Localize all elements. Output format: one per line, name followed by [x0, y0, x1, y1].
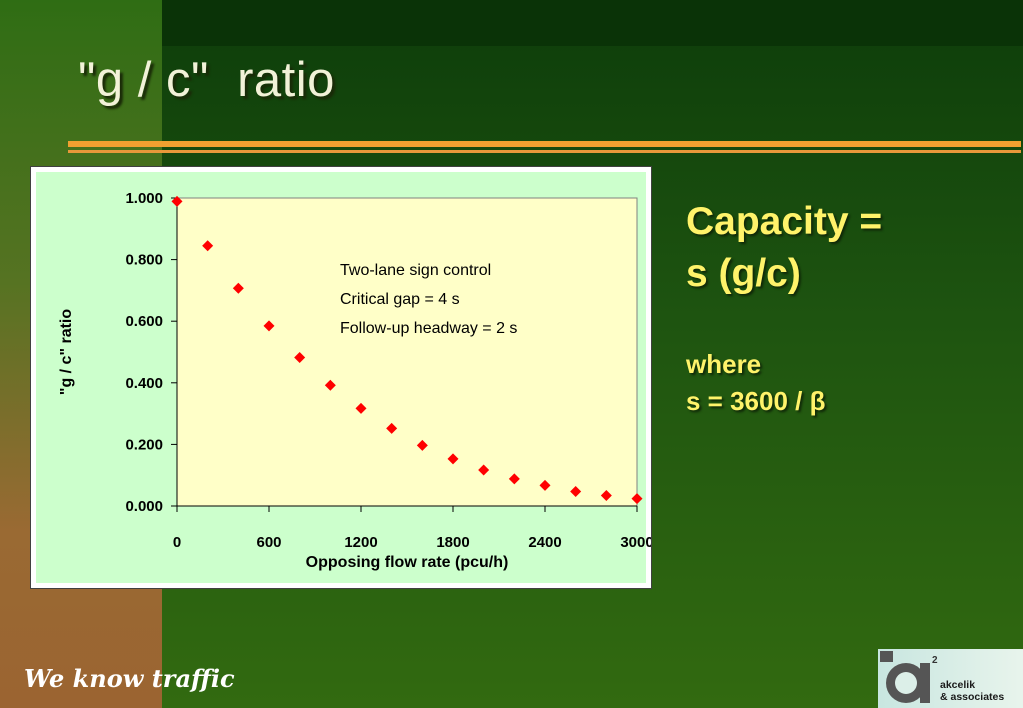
x-axis-title: Opposing flow rate (pcu/h)	[306, 554, 509, 571]
capacity-line-2: s (g/c)	[686, 252, 801, 295]
y-axis-title: "g / c" ratio	[58, 309, 75, 396]
data-point	[386, 422, 398, 434]
y-tick-label: 0.200	[125, 436, 163, 453]
y-tick-label: 1.000	[125, 190, 163, 207]
company-logo: 2 akcelik & associates	[878, 649, 1023, 708]
x-tick-label: 3000	[620, 534, 651, 551]
where-line-1: where	[686, 349, 762, 379]
annotation-line-2: Critical gap = 4 s	[340, 291, 460, 308]
data-point	[631, 493, 643, 505]
top-band	[162, 0, 1023, 46]
capacity-line-1: Capacity =	[686, 200, 883, 243]
slide-title: "g / c" ratio	[78, 53, 335, 107]
capacity-formula: Capacity = s (g/c)	[686, 196, 882, 300]
x-tick-label: 600	[256, 534, 281, 551]
data-point	[600, 490, 612, 502]
x-tick-label: 0	[173, 534, 181, 551]
title-rule-thick	[68, 141, 1021, 147]
data-points	[171, 195, 643, 505]
data-point	[324, 379, 336, 391]
data-point	[508, 473, 520, 485]
data-point	[416, 439, 428, 451]
chart-frame: 0.000 0.200 0.400 0.600 0.800 1.000 0 600 1200 1…	[30, 166, 652, 589]
where-note: where s = 3600 / β	[686, 346, 825, 420]
annotation-line-1: Two-lane sign control	[340, 262, 491, 279]
data-point	[294, 352, 306, 364]
logo-line-2: & associates	[940, 691, 1005, 703]
y-tick-label: 0.400	[125, 375, 163, 392]
logo-a-mark-icon: 2	[880, 651, 938, 703]
data-point	[447, 453, 459, 465]
logo-superscript: 2	[932, 655, 938, 666]
logo-line-1: akcelik	[940, 679, 976, 691]
annotation-line-3: Follow-up headway = 2 s	[340, 320, 517, 337]
plot-area	[176, 197, 638, 507]
data-point	[202, 240, 214, 252]
y-tick-label: 0.000	[125, 498, 163, 515]
logo-text: akcelik & associates	[940, 679, 1004, 703]
title-rule-thin	[68, 150, 1021, 153]
data-point	[171, 195, 183, 207]
data-point	[539, 479, 551, 491]
data-point	[232, 282, 244, 294]
data-point	[355, 402, 367, 414]
y-tick-labels: 0.000 0.200 0.400 0.600 0.800 1.000	[125, 190, 163, 515]
data-point	[478, 464, 490, 476]
axes	[171, 197, 638, 512]
tagline: We know traffic	[24, 664, 235, 693]
x-tick-label: 1200	[344, 534, 377, 551]
data-point	[263, 320, 275, 332]
where-line-2: s = 3600 / β	[686, 386, 826, 416]
y-tick-label: 0.600	[125, 313, 163, 330]
x-tick-label: 2400	[528, 534, 561, 551]
gc-ratio-chart: 0.000 0.200 0.400 0.600 0.800 1.000 0 600 1200 1…	[36, 172, 651, 583]
y-tick-label: 0.800	[125, 252, 163, 269]
data-point	[570, 486, 582, 498]
x-tick-labels: 0 600 1200 1800 2400 3000	[173, 534, 651, 551]
x-tick-label: 1800	[436, 534, 469, 551]
